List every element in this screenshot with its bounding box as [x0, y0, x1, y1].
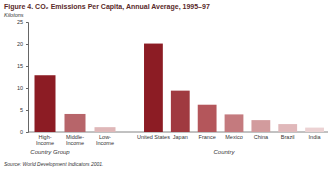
y-tick-label: 0 [20, 129, 23, 135]
y-tick: 15 [17, 63, 28, 69]
x-tick-label: Japan [173, 134, 188, 140]
bar [65, 114, 86, 132]
x-tick-label: China [254, 134, 269, 140]
x-tick-label: Middle-Income [66, 134, 84, 146]
bar [35, 75, 56, 132]
bar [305, 128, 324, 132]
chart: Figure 4. CO₂ Emissions Per Capita, Annu… [0, 0, 330, 170]
group-label: Country [213, 149, 235, 155]
y-tick-label: 20 [17, 41, 23, 47]
labels: High-Income Middle-Income Low-Income Countr… [30, 134, 321, 155]
bar [278, 124, 297, 132]
y-tick-label: 10 [17, 85, 23, 91]
y-tick-mark [26, 66, 28, 67]
y-tick-mark [26, 22, 28, 23]
x-tick-label: High-Income [36, 134, 54, 146]
y-tick-mark [26, 110, 28, 111]
x-tick-label: France [199, 134, 216, 140]
x-tick-label: Brazil [281, 134, 295, 140]
x-tick-label: Low-Income [96, 134, 114, 146]
source: Source: World Development Indicators 200… [4, 161, 104, 167]
bar [251, 120, 270, 132]
x-tick-label: India [309, 134, 322, 140]
y-tick-mark [26, 44, 28, 45]
y-tick-label: 5 [20, 107, 23, 113]
y-axis: 0 5 10 15 20 25 [17, 19, 29, 135]
y-tick: 20 [17, 41, 28, 47]
y-axis-line [26, 23, 29, 133]
y-tick-mark [26, 88, 28, 89]
bar [171, 91, 190, 132]
y-tick-label: 15 [17, 63, 23, 69]
x-tick-label: Mexico [225, 134, 242, 140]
bar [198, 105, 217, 132]
y-tick: 25 [17, 19, 28, 25]
bar [144, 44, 163, 132]
y-tick-label: 25 [17, 19, 23, 25]
bar [225, 114, 244, 132]
bars [35, 44, 324, 132]
bar [95, 127, 116, 132]
group-label: Country Group [30, 149, 70, 155]
title: Figure 4. CO₂ Emissions Per Capita, Annu… [4, 3, 210, 11]
y-tick: 0 [20, 129, 28, 135]
y-tick: 5 [20, 107, 28, 113]
y-tick: 10 [17, 85, 28, 91]
x-tick-label: United States [137, 134, 170, 140]
y-axis-title: Kilotons [4, 12, 24, 18]
y-tick-mark [26, 132, 28, 133]
